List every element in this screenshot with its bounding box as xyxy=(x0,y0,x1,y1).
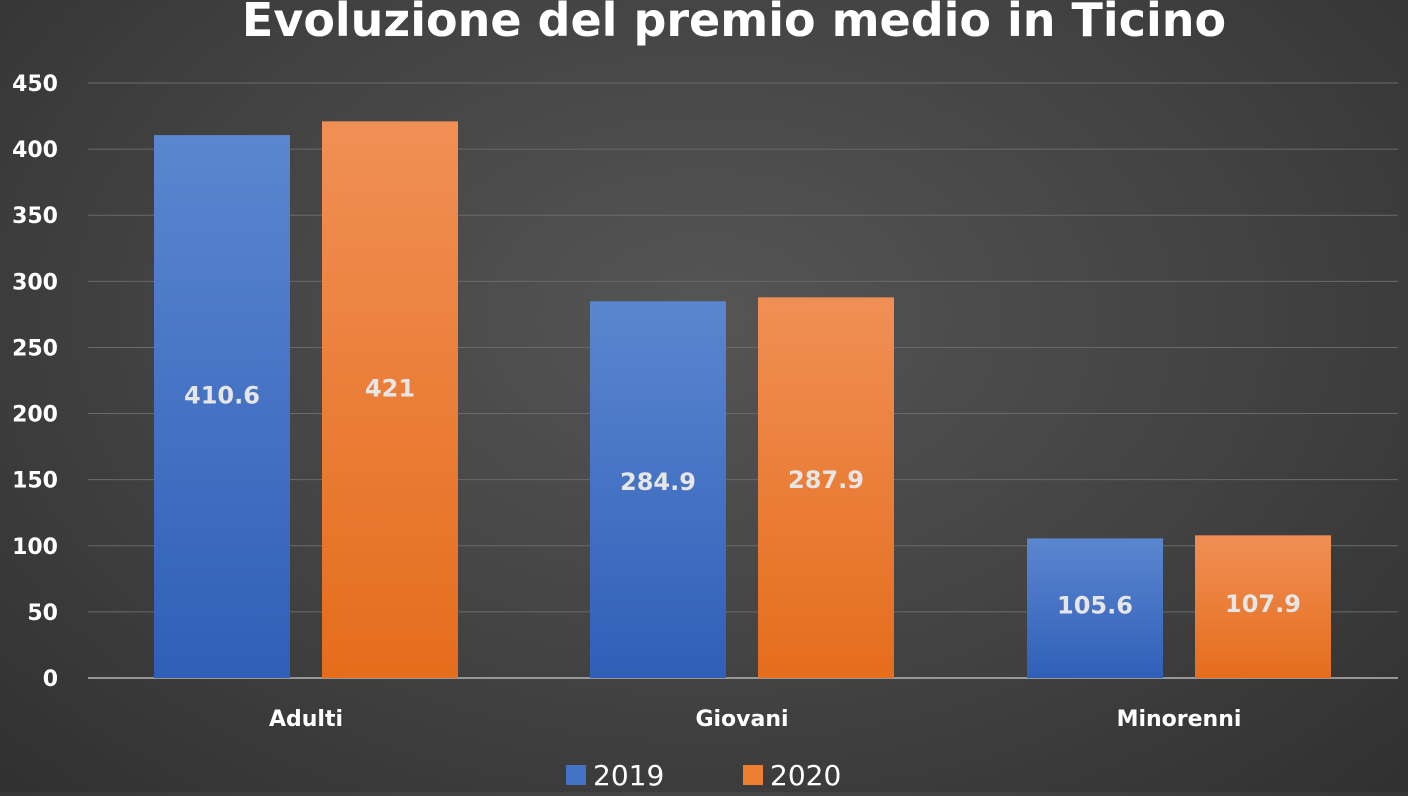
y-axis-ticks: 0 50 100 150 200 250 300 350 400 450 xyxy=(12,72,58,692)
chart-title: Evoluzione del premio medio in Ticino xyxy=(242,0,1226,47)
y-tick-label: 0 xyxy=(43,667,58,692)
bars xyxy=(154,121,1331,679)
y-tick-label: 400 xyxy=(12,138,58,163)
y-tick-label: 250 xyxy=(12,336,58,361)
data-label: 410.6 xyxy=(184,382,260,410)
y-tick-label: 350 xyxy=(12,204,58,229)
y-tick-label: 50 xyxy=(27,601,58,626)
y-tick-label: 100 xyxy=(12,535,58,560)
bar-2020-adulti xyxy=(322,121,458,679)
category-label: Minorenni xyxy=(1117,707,1242,732)
x-axis-categories: Adulti Giovani Minorenni xyxy=(269,707,1241,732)
gridlines xyxy=(88,82,1398,679)
data-label: 287.9 xyxy=(788,466,864,494)
data-label: 421 xyxy=(365,375,415,403)
y-tick-label: 450 xyxy=(12,72,58,97)
category-label: Adulti xyxy=(269,707,343,732)
y-tick-label: 200 xyxy=(12,403,58,428)
data-label: 107.9 xyxy=(1225,590,1301,618)
data-label: 105.6 xyxy=(1057,591,1133,619)
bar-2019-minorenni xyxy=(1027,538,1163,678)
bar-2019-giovani xyxy=(590,301,726,678)
category-label: Giovani xyxy=(695,707,788,732)
data-labels: 410.6 421 284.9 287.9 105.6 107.9 xyxy=(184,375,1301,620)
legend: 2019 2020 xyxy=(566,759,841,792)
bar-2019-adulti xyxy=(154,135,290,678)
y-tick-label: 150 xyxy=(12,469,58,494)
legend-swatch-2020 xyxy=(743,765,763,785)
data-label: 284.9 xyxy=(620,468,696,496)
legend-swatch-2019 xyxy=(566,765,586,785)
legend-label: 2019 xyxy=(593,759,664,792)
bar-2020-minorenni xyxy=(1195,535,1331,678)
legend-label: 2020 xyxy=(770,759,841,792)
y-tick-label: 300 xyxy=(12,270,58,295)
bar-2020-giovani xyxy=(758,297,894,678)
